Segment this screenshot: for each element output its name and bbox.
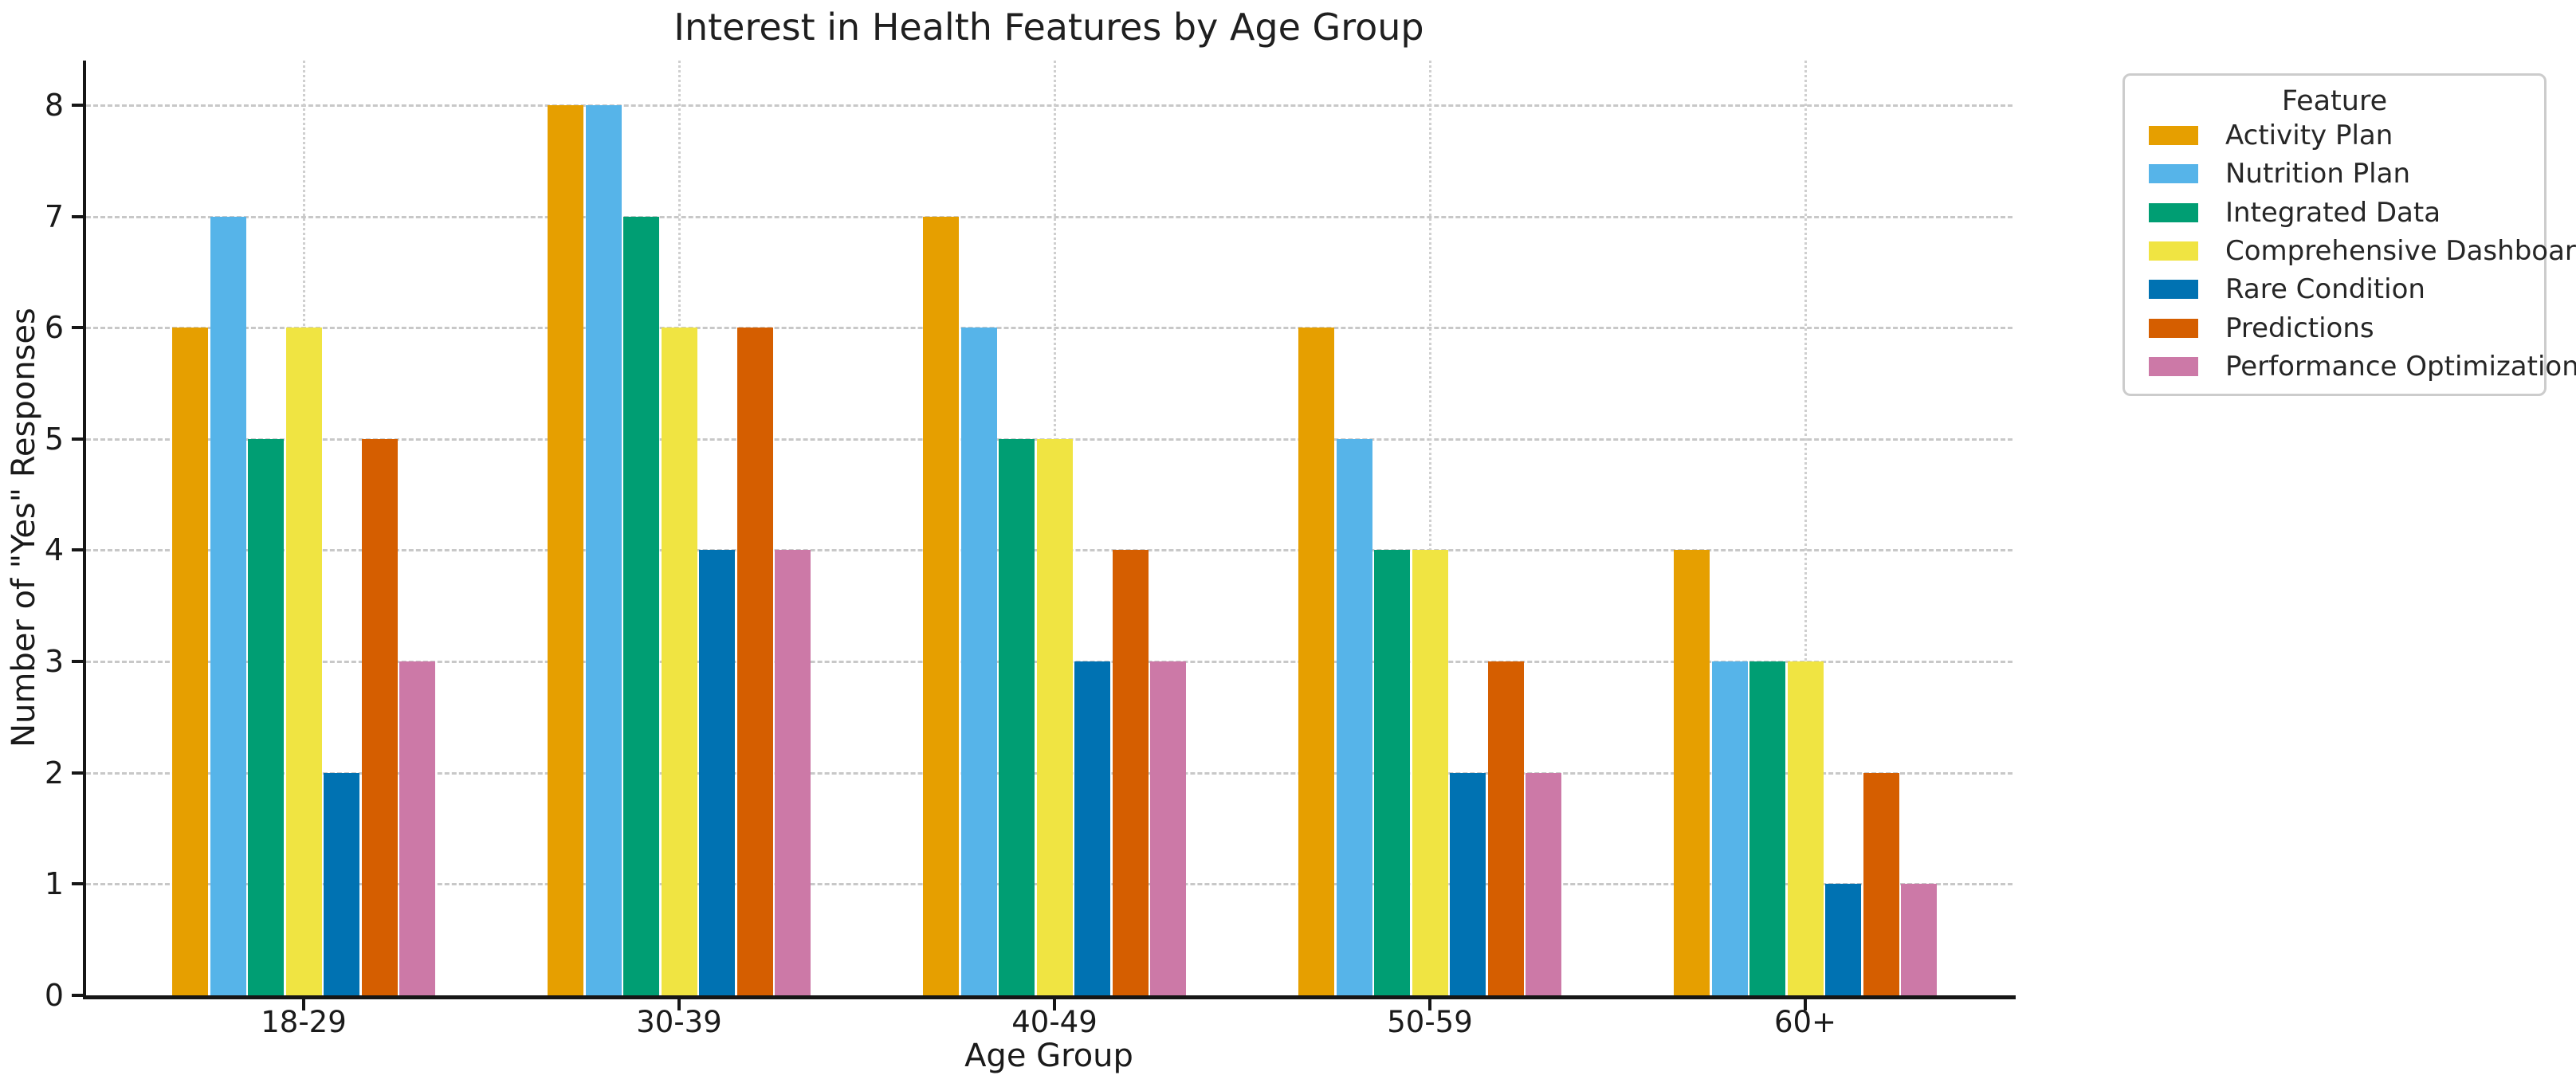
- bar-activity-plan-18-29: [172, 328, 208, 995]
- legend-label-comprehensive-dashboard: Comprehensive Dashboard: [2225, 234, 2576, 267]
- legend-label-predictions: Predictions: [2225, 312, 2374, 344]
- x-tick: [1428, 999, 1431, 1010]
- bar-rare-condition-18-29: [324, 772, 359, 995]
- bar-predictions-30-39: [736, 328, 773, 995]
- y-tick-label: 3: [44, 644, 64, 680]
- y-tick-label: 6: [44, 310, 64, 346]
- x-tick: [1804, 999, 1807, 1010]
- bar-nutrition-plan-18-29: [210, 216, 246, 995]
- bar-performance-optimization-60+: [1901, 884, 1937, 995]
- y-tick-label: 8: [44, 87, 64, 123]
- bar-comprehensive-dashboard-50-59: [1412, 550, 1448, 995]
- legend-label-nutrition-plan: Nutrition Plan: [2225, 158, 2411, 190]
- x-tick: [677, 999, 681, 1010]
- y-tick-label: 4: [44, 532, 64, 568]
- bar-nutrition-plan-60+: [1711, 661, 1748, 995]
- legend-swatch-rare-condition: [2149, 280, 2198, 300]
- chart-title: Interest in Health Features by Age Group: [673, 6, 1424, 49]
- bar-integrated-data-60+: [1749, 661, 1785, 995]
- legend-swatch-activity-plan: [2149, 126, 2198, 145]
- y-axis-spine: [83, 61, 86, 999]
- bar-rare-condition-40-49: [1074, 661, 1110, 995]
- v-gridline: [1804, 61, 1807, 995]
- legend-label-rare-condition: Rare Condition: [2225, 273, 2425, 306]
- bar-activity-plan-40-49: [923, 216, 959, 995]
- bar-performance-optimization-40-49: [1150, 661, 1186, 995]
- bar-integrated-data-50-59: [1374, 550, 1410, 995]
- y-tick-label: 0: [44, 978, 64, 1013]
- legend-label-activity-plan: Activity Plan: [2225, 120, 2393, 151]
- bar-activity-plan-30-39: [548, 104, 583, 995]
- bar-rare-condition-60+: [1825, 884, 1861, 995]
- x-tick-label: 50-59: [1387, 1005, 1473, 1039]
- bar-integrated-data-30-39: [623, 216, 659, 995]
- y-tick: [72, 771, 83, 775]
- legend-swatch-comprehensive-dashboard: [2149, 241, 2198, 261]
- bar-activity-plan-50-59: [1298, 328, 1334, 995]
- bar-comprehensive-dashboard-30-39: [661, 328, 697, 995]
- bar-predictions-18-29: [361, 438, 398, 995]
- x-tick-label: 40-49: [1011, 1005, 1098, 1039]
- bar-predictions-40-49: [1112, 550, 1149, 995]
- y-tick-label: 7: [44, 198, 64, 234]
- h-gridline: [86, 104, 2012, 107]
- h-gridline: [86, 215, 2012, 218]
- bar-comprehensive-dashboard-40-49: [1036, 438, 1073, 995]
- bar-activity-plan-60+: [1674, 550, 1710, 995]
- legend: Feature Activity Plan Nutrition Plan Integ…: [2122, 73, 2576, 396]
- bar-nutrition-plan-50-59: [1336, 438, 1372, 995]
- y-tick: [72, 548, 83, 552]
- legend-swatch-integrated-data: [2149, 202, 2198, 222]
- x-tick: [1053, 999, 1056, 1010]
- bar-nutrition-plan-30-39: [585, 104, 622, 995]
- bar-comprehensive-dashboard-18-29: [285, 328, 322, 995]
- bar-integrated-data-40-49: [999, 438, 1035, 995]
- bar-integrated-data-18-29: [248, 438, 284, 995]
- y-tick-label: 1: [44, 866, 64, 902]
- x-tick: [302, 999, 305, 1010]
- y-tick: [72, 882, 83, 886]
- bar-nutrition-plan-40-49: [960, 328, 997, 995]
- h-gridline: [86, 327, 2012, 330]
- bar-rare-condition-50-59: [1450, 772, 1486, 995]
- y-tick: [72, 437, 83, 441]
- bar-rare-condition-30-39: [699, 550, 735, 995]
- bar-comprehensive-dashboard-60+: [1787, 661, 1824, 995]
- bar-predictions-60+: [1863, 772, 1899, 995]
- x-tick-label: 60+: [1773, 1005, 1837, 1039]
- y-tick-label: 5: [44, 421, 64, 457]
- legend-label-performance-optimization: Performance Optimization: [2225, 350, 2576, 383]
- y-tick: [72, 994, 83, 997]
- y-tick: [72, 103, 83, 107]
- x-axis-spine: [83, 995, 2016, 999]
- legend-swatch-performance-optimization: [2149, 356, 2198, 376]
- x-tick-label: 30-39: [636, 1005, 722, 1039]
- bar-performance-optimization-18-29: [399, 661, 435, 995]
- legend-title: Feature: [2281, 85, 2388, 117]
- y-tick: [72, 326, 83, 330]
- legend-swatch-nutrition-plan: [2149, 164, 2198, 184]
- bar-performance-optimization-30-39: [775, 550, 811, 995]
- x-axis-label: Age Group: [964, 1038, 1133, 1074]
- v-gridline: [1429, 61, 1431, 995]
- y-tick-label: 2: [44, 755, 64, 791]
- y-tick: [72, 660, 83, 664]
- bar-predictions-50-59: [1487, 661, 1524, 995]
- bar-performance-optimization-50-59: [1526, 772, 1561, 995]
- legend-swatch-predictions: [2149, 318, 2198, 338]
- x-tick-label: 18-29: [261, 1005, 347, 1039]
- y-tick: [72, 214, 83, 218]
- legend-label-integrated-data: Integrated Data: [2225, 196, 2441, 229]
